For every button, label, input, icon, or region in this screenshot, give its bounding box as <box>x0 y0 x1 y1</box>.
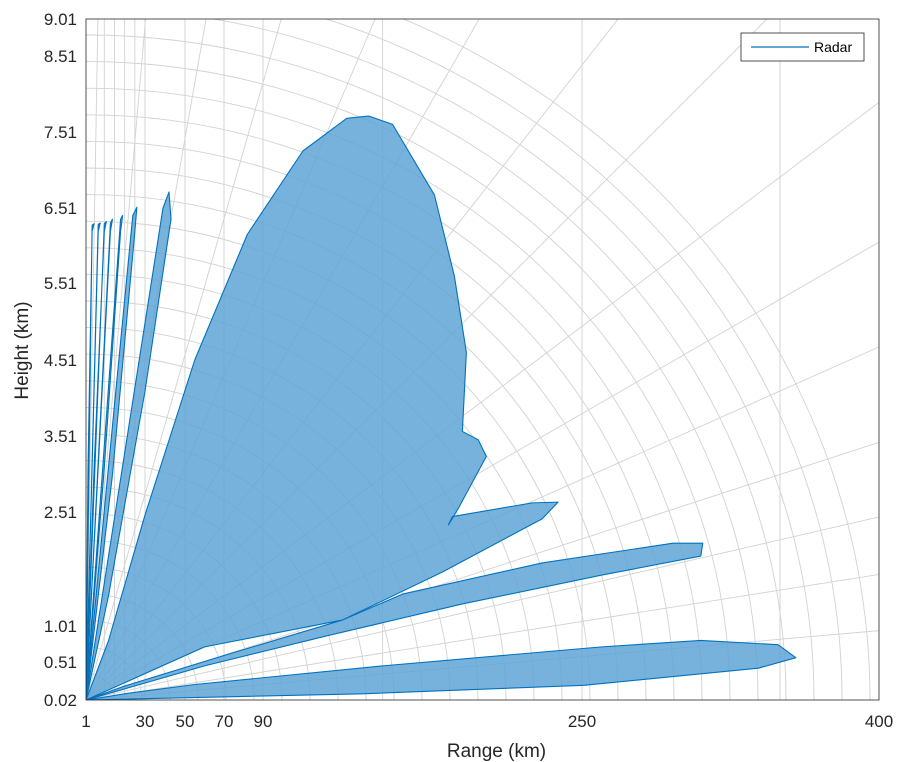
y-tick-label: 5.51 <box>44 274 77 293</box>
y-axis-label: Height (km) <box>12 301 33 399</box>
grid-range-arc <box>324 19 843 700</box>
coverage-lobe <box>86 222 101 700</box>
x-tick-label: 50 <box>176 712 195 731</box>
y-tick-label: 8.51 <box>44 47 77 66</box>
grid-range-arc <box>402 19 871 700</box>
y-tick-label: 9.01 <box>44 10 77 29</box>
grid-range-arc <box>86 34 787 700</box>
grid-range-arc <box>86 61 759 700</box>
y-tick-label: 4.51 <box>44 351 77 370</box>
coverage-lobe <box>86 223 95 700</box>
grid-elevation-ray <box>86 19 147 700</box>
y-axis-ticks: 0.02 0.51 1.01 2.51 3.51 4.51 5.51 6.51 7.51 8.51… <box>44 10 77 710</box>
grid-range-arc <box>86 87 731 700</box>
grid-elevation-ray <box>86 573 879 700</box>
y-tick-label: 6.51 <box>44 199 77 218</box>
x-tick-label: 1 <box>81 712 90 731</box>
plot-border <box>85 18 880 701</box>
y-tick-label: 1.01 <box>44 617 77 636</box>
coverage-lobe <box>86 191 172 700</box>
y-tick-label: 0.51 <box>44 653 77 672</box>
x-tick-label: 30 <box>136 712 155 731</box>
grid-range-arc <box>209 19 815 700</box>
grid-elevation-ray <box>86 516 879 700</box>
y-tick-label: 0.02 <box>44 691 77 710</box>
y-tick-label: 2.51 <box>44 503 77 522</box>
coverage-lobe <box>86 220 107 700</box>
x-tick-label: 400 <box>865 712 893 731</box>
grid-elevation-ray <box>86 19 99 700</box>
coverage-lobe <box>86 206 138 700</box>
grid-elevation-ray <box>86 19 282 700</box>
legend-label-radar: Radar <box>814 39 852 55</box>
coverage-lobe <box>86 218 113 700</box>
x-axis-label: Range (km) <box>447 741 546 762</box>
x-tick-label: 70 <box>215 712 234 731</box>
legend: Radar <box>740 32 865 62</box>
x-tick-label: 250 <box>568 712 596 731</box>
coverage-lobe <box>86 542 704 700</box>
coverage-lobe <box>86 115 559 700</box>
x-axis-ticks: 1 30 50 70 90 250 400 <box>81 712 893 731</box>
x-tick-label: 90 <box>254 712 273 731</box>
series-radar <box>86 115 797 700</box>
coverage-lobe <box>86 639 797 700</box>
grid-elevation-ray <box>86 441 879 700</box>
coverage-lobe <box>86 214 124 700</box>
y-tick-label: 7.51 <box>44 123 77 142</box>
y-tick-label: 3.51 <box>44 427 77 446</box>
grid-range-arc <box>86 114 703 700</box>
